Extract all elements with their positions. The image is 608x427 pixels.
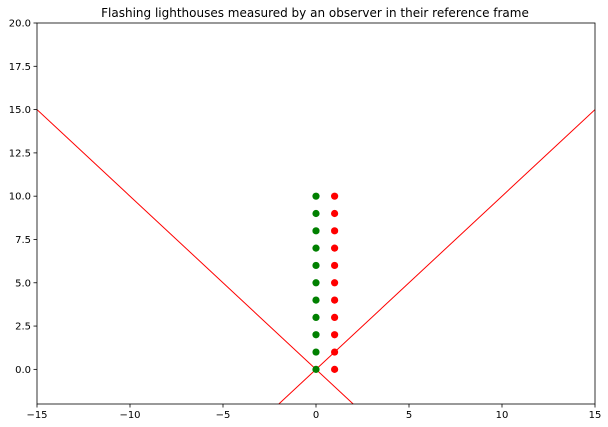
x-tick-label: −10 [119,410,140,421]
y-tick-label: 17.5 [9,62,31,73]
light-cone-line-2 [278,109,595,404]
y-tick-label: 15.0 [9,105,31,116]
x-tick-label: 5 [406,410,412,421]
x-tick-label: 10 [496,410,509,421]
y-tick-label: 2.5 [15,322,31,333]
data-point-series2-3 [331,313,339,322]
data-point-series2-0 [331,365,339,373]
plot-area: −15 −10 −5 0 5 10 15 0.0 2.5 5.0 7.5 10.0 12.5 15.0 17… [9,19,602,422]
data-point-series1-7 [312,244,320,252]
data-point-series1-9 [312,209,320,218]
y-tick-label: 7.5 [15,235,31,246]
y-tick-label: 20.0 [9,19,31,30]
y-tick-label: 10.0 [9,192,31,203]
data-point-series1-8 [312,227,320,235]
y-tick-label: 12.5 [9,148,31,159]
data-point-series1-1 [312,348,320,356]
data-point-series1-6 [312,261,320,270]
x-tick-label: −15 [26,410,47,421]
data-point-series1-4 [312,296,320,304]
x-tick-label: 15 [589,410,602,421]
data-point-series1-5 [312,279,320,287]
data-point-series1-3 [312,313,320,322]
y-tick-label: 0.0 [15,365,31,376]
data-point-series1-0 [312,365,320,373]
data-point-series2-7 [331,244,339,252]
data-point-series2-10 [331,192,339,200]
data-point-series2-1 [331,348,339,356]
x-tick-label: −5 [216,410,231,421]
chart-title: Flashing lighthouses measured by an obse… [101,6,529,20]
data-point-series2-5 [331,279,339,287]
x-tick-label: 0 [313,410,319,421]
y-tick-label: 5.0 [15,278,31,289]
data-point-series2-2 [331,331,339,339]
data-layer [37,109,595,404]
light-cone-line-1 [37,109,354,404]
data-point-series2-8 [331,227,339,235]
data-point-series1-10 [312,192,320,200]
data-point-series1-2 [312,331,320,339]
data-point-series2-4 [331,296,339,304]
data-point-series2-9 [331,209,339,218]
data-point-series2-6 [331,261,339,270]
